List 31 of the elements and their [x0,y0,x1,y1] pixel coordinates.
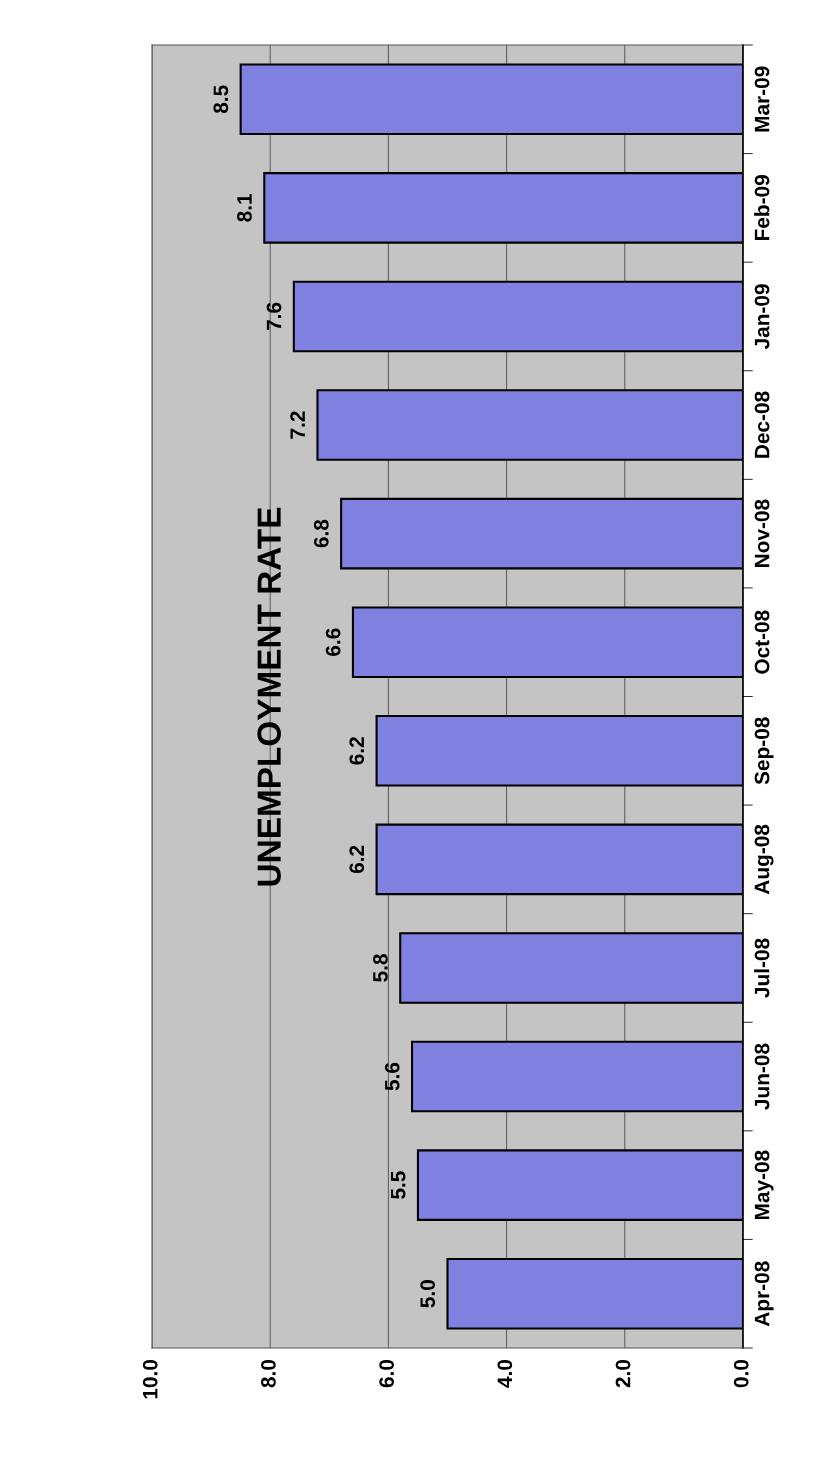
y-tick-label: Nov-08 [754,499,770,567]
data-label: 6.8 [313,519,329,548]
y-tick-label: Jul-08 [754,938,770,998]
data-label: 5.0 [420,1280,436,1308]
y-tick-label: Apr-08 [754,1261,774,1327]
x-tick-label: 0.0 [733,1359,749,1388]
x-tick-label: 6.0 [379,1359,394,1388]
y-tick-label: Feb-09 [754,175,770,241]
text: UNEMPLOYMENT RATE [257,507,281,886]
y-tick-label: Sep-08 [754,717,774,785]
x-tick-label: 4.0 [497,1359,513,1388]
y-tick-label: Dec-08 [754,391,770,458]
y-tick-label: Aug-08 [754,824,774,895]
data-label: 8.1 [237,193,252,222]
data-label: 5.5 [390,1171,406,1199]
x-tick-label: 10.0 [142,1359,158,1399]
y-tick-label: May-08 [754,1150,774,1220]
y-tick-label: Jan-09 [754,284,770,350]
y-tick-label: Mar-09 [754,66,770,132]
y-tick-label: Oct-08 [754,610,770,674]
x-tick-label: 8.0 [261,1359,276,1388]
y-tick-label: Jun-08 [754,1043,770,1110]
data-label: 7.2 [290,411,305,439]
data-label: 6.2 [349,737,365,765]
x-tick-label: 2.0 [615,1359,631,1388]
data-label: 6.2 [349,845,365,874]
data-label: 6.6 [325,628,341,656]
data-label: 5.8 [373,954,388,982]
data-label: 5.6 [384,1062,400,1091]
data-label: 7.6 [266,302,282,331]
data-label: 8.5 [213,85,229,114]
